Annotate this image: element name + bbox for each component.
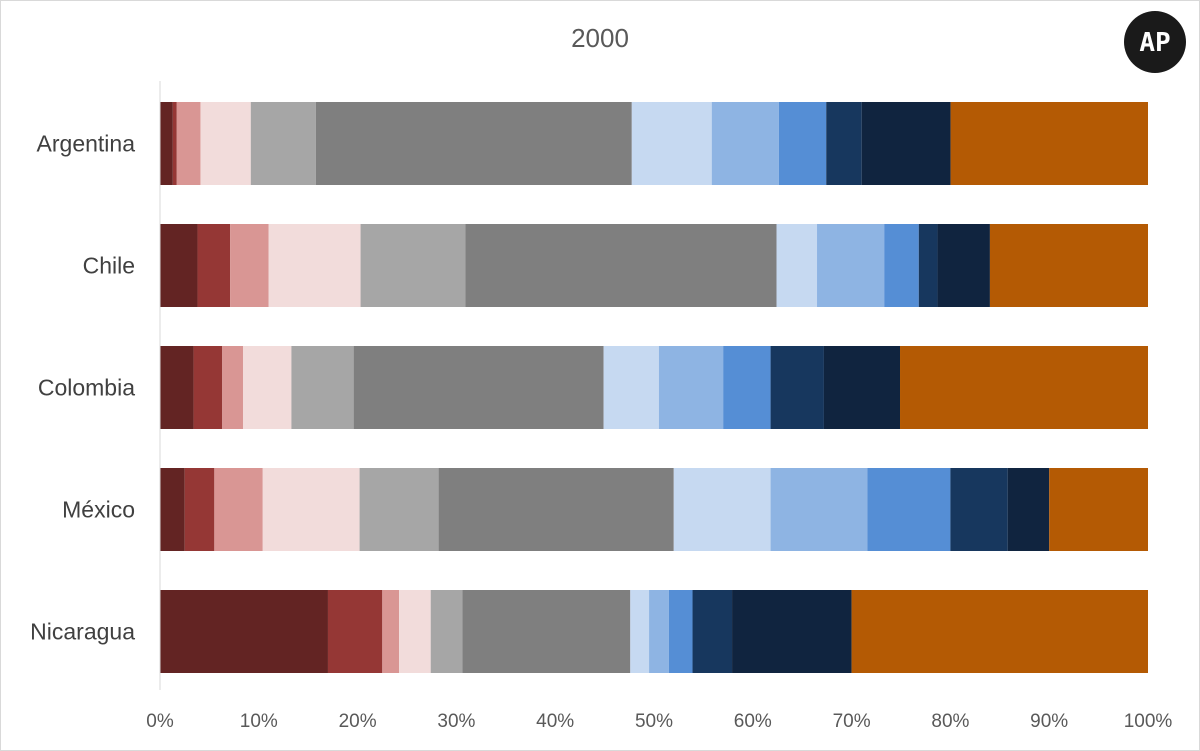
bar-segment-mxico-1 <box>160 468 185 551</box>
category-labels: Argentina Chile Colombia México Nicaragua <box>30 131 135 645</box>
bar-segment-colombia-2 <box>193 346 223 429</box>
chart-title: 2000 <box>571 23 629 53</box>
bar-segment-mxico-9 <box>867 468 951 551</box>
bar-segment-colombia-9 <box>723 346 771 429</box>
x-tick-label: 50% <box>635 711 673 732</box>
bar-segment-argentina-3 <box>176 102 201 185</box>
x-tick-labels: 0% 10% 20% 30% 40% 50% 60% 70% 80% 90% 100% <box>146 711 1172 732</box>
x-tick-label: 80% <box>931 711 969 732</box>
bar-segment-nicaragua-8 <box>649 590 669 673</box>
bar-segment-nicaragua-11 <box>732 590 852 673</box>
bar-segment-mxico-8 <box>770 468 868 551</box>
bar-segment-argentina-7 <box>631 102 712 185</box>
bar-segment-colombia-11 <box>823 346 901 429</box>
bar-segment-mxico-6 <box>438 468 674 551</box>
x-tick-label: 100% <box>1124 711 1173 732</box>
bar-segment-chile-10 <box>918 224 938 307</box>
bar-segment-mxico-5 <box>359 468 439 551</box>
bar-segment-argentina-12 <box>950 102 1148 185</box>
bar-segment-mxico-10 <box>950 468 1008 551</box>
bar-segment-colombia-3 <box>222 346 243 429</box>
bar-segment-chile-3 <box>230 224 269 307</box>
bar-segment-mxico-2 <box>184 468 215 551</box>
category-label: Chile <box>83 253 135 279</box>
bar-segment-chile-9 <box>884 224 919 307</box>
ap-logo: AP <box>1124 11 1186 73</box>
bar-segment-colombia-5 <box>291 346 354 429</box>
bar-stack-group <box>160 102 1148 673</box>
category-label: México <box>62 497 135 523</box>
bar-segment-mxico-7 <box>673 468 771 551</box>
bar-segment-colombia-8 <box>658 346 724 429</box>
x-tick-label: 90% <box>1030 711 1068 732</box>
bar-segment-chile-5 <box>360 224 466 307</box>
bar-segment-nicaragua-4 <box>399 590 431 673</box>
bar-segment-argentina-2 <box>172 102 177 185</box>
bar-segment-argentina-5 <box>250 102 316 185</box>
x-tick-label: 20% <box>339 711 377 732</box>
category-label: Argentina <box>37 131 136 157</box>
bar-segment-nicaragua-6 <box>462 590 631 673</box>
bar-segment-nicaragua-12 <box>851 590 1148 673</box>
category-label: Nicaragua <box>30 619 135 645</box>
x-tick-label: 70% <box>833 711 871 732</box>
bar-segment-chile-4 <box>268 224 361 307</box>
bar-segment-mxico-12 <box>1049 468 1148 551</box>
bar-segment-chile-6 <box>465 224 777 307</box>
bar-segment-nicaragua-3 <box>382 590 400 673</box>
bar-segment-chile-12 <box>989 224 1148 307</box>
x-tick-label: 60% <box>734 711 772 732</box>
x-tick-label: 10% <box>240 711 278 732</box>
bar-segment-colombia-7 <box>603 346 659 429</box>
bar-segment-argentina-1 <box>160 102 173 185</box>
bar-segment-chile-7 <box>776 224 818 307</box>
x-tick-label: 40% <box>536 711 574 732</box>
bar-segment-chile-8 <box>817 224 885 307</box>
bar-segment-argentina-10 <box>826 102 862 185</box>
bar-segment-chile-11 <box>937 224 990 307</box>
x-tick-label: 30% <box>437 711 475 732</box>
bar-segment-nicaragua-1 <box>160 590 328 673</box>
bar-segment-argentina-8 <box>711 102 779 185</box>
bar-segment-colombia-4 <box>242 346 292 429</box>
bar-segment-mxico-11 <box>1007 468 1050 551</box>
bar-segment-argentina-4 <box>200 102 251 185</box>
x-tick-label: 0% <box>146 711 174 732</box>
bar-segment-nicaragua-9 <box>668 590 693 673</box>
bar-segment-nicaragua-7 <box>630 590 650 673</box>
bar-segment-chile-1 <box>160 224 198 307</box>
bar-segment-argentina-11 <box>861 102 951 185</box>
bar-segment-argentina-6 <box>315 102 632 185</box>
bar-segment-colombia-12 <box>900 346 1148 429</box>
bar-segment-colombia-10 <box>770 346 824 429</box>
bar-segment-colombia-6 <box>353 346 604 429</box>
bar-segment-nicaragua-2 <box>327 590 383 673</box>
bar-segment-argentina-9 <box>778 102 827 185</box>
category-label: Colombia <box>38 375 135 401</box>
bar-segment-chile-2 <box>197 224 231 307</box>
bar-segment-mxico-3 <box>214 468 263 551</box>
bar-segment-mxico-4 <box>262 468 360 551</box>
bar-segment-nicaragua-5 <box>430 590 463 673</box>
bar-segment-colombia-1 <box>160 346 194 429</box>
ap-logo-circle <box>1124 11 1186 73</box>
bar-segment-nicaragua-10 <box>692 590 733 673</box>
ap-logo-text: AP <box>1139 28 1170 58</box>
